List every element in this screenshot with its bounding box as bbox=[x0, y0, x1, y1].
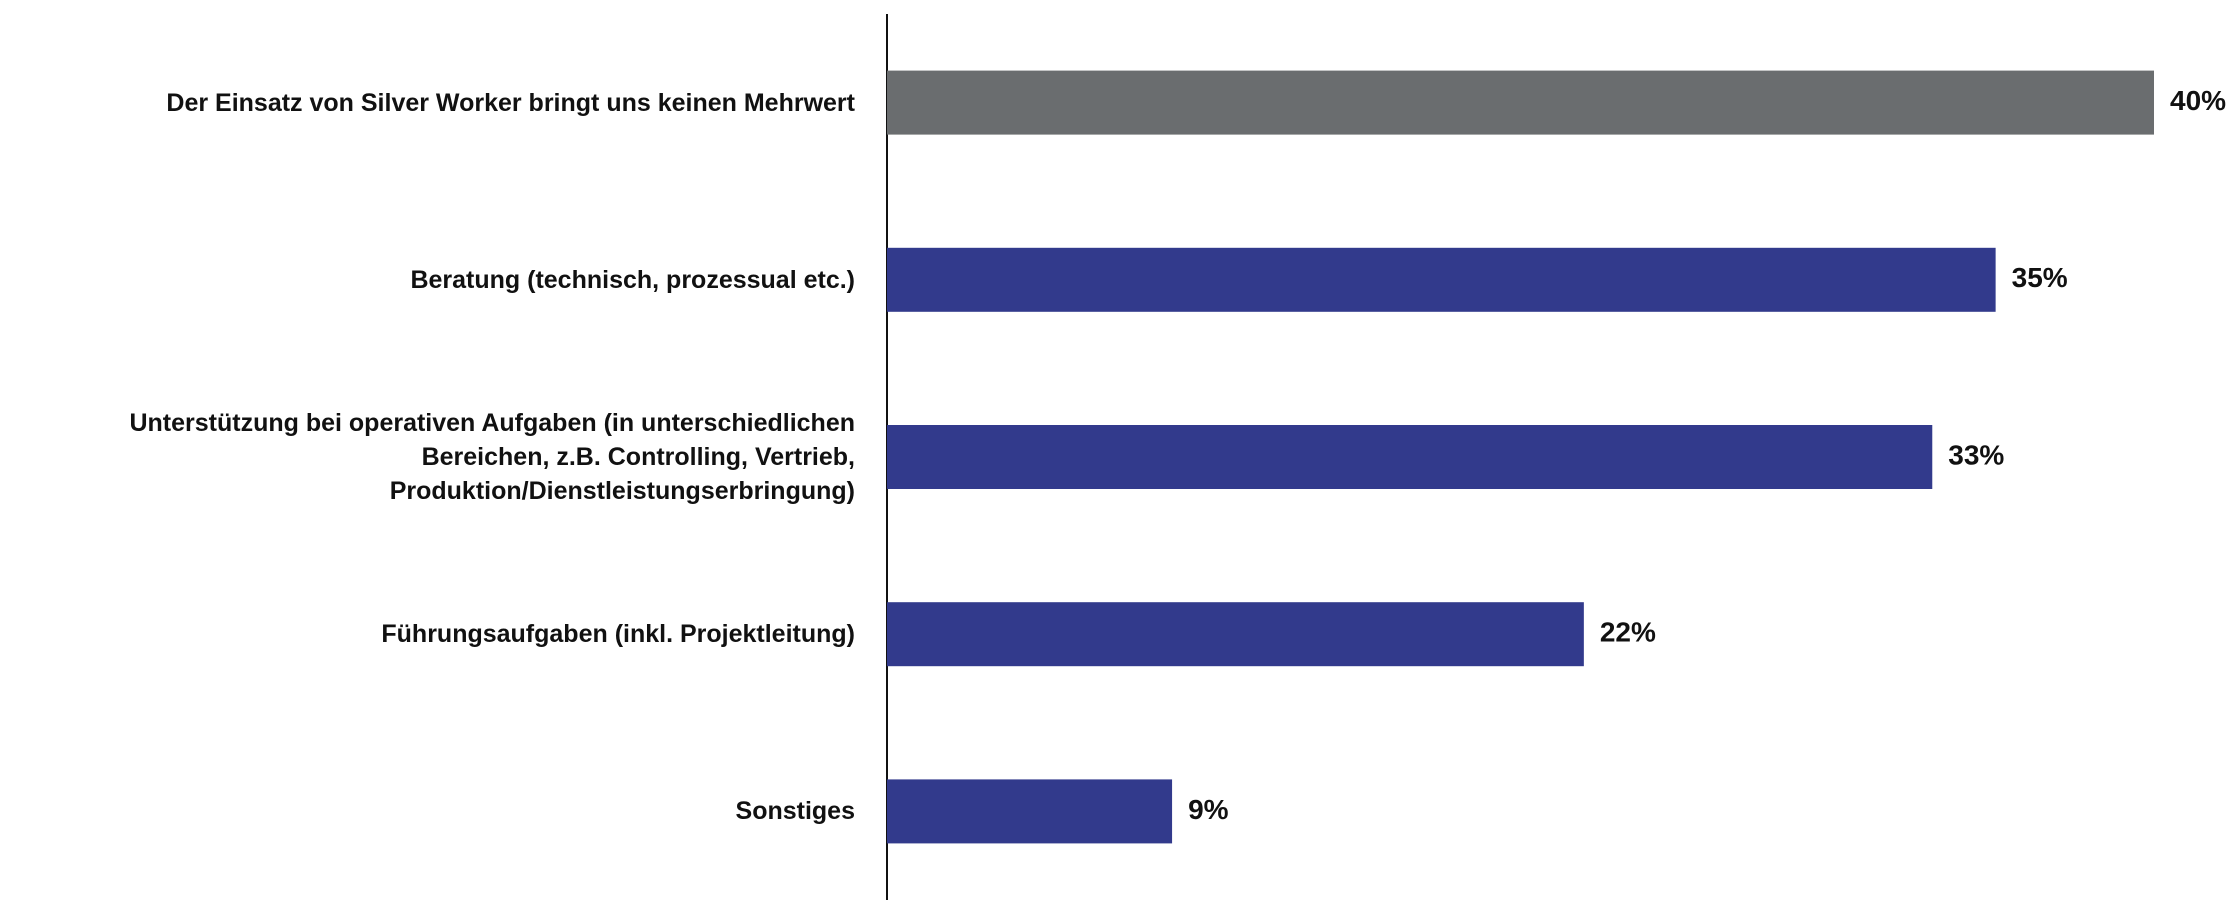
category-label: Sonstiges bbox=[735, 797, 855, 826]
category-label: Beratung (technisch, prozessual etc.) bbox=[410, 265, 855, 294]
category-label: Unterstützung bei operativen Aufgaben (i… bbox=[129, 409, 855, 505]
bar bbox=[887, 425, 1933, 489]
value-label: 22% bbox=[1600, 617, 1656, 648]
value-label: 9% bbox=[1188, 794, 1229, 825]
category-label: Der Einsatz von Silver Worker bringt uns… bbox=[166, 88, 855, 117]
bar bbox=[887, 602, 1584, 667]
bar bbox=[887, 70, 2154, 135]
value-label: 40% bbox=[2170, 85, 2226, 116]
bar bbox=[887, 247, 1996, 312]
category-label: Führungsaufgaben (inkl. Projektleitung) bbox=[381, 620, 855, 649]
bar bbox=[887, 779, 1173, 844]
value-label: 33% bbox=[1948, 439, 2004, 470]
value-label: 35% bbox=[2012, 262, 2068, 293]
